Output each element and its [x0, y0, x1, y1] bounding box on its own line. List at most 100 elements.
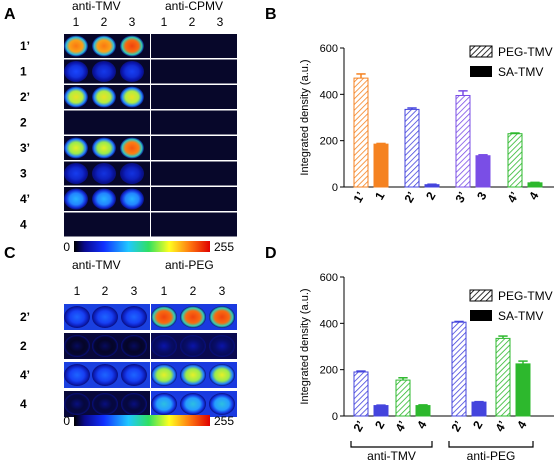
- row-label: 4’: [20, 192, 30, 206]
- bar: [404, 108, 420, 188]
- column-label: 3: [217, 15, 224, 29]
- column-label: 1: [73, 15, 80, 29]
- colorbar-a-max: 255: [214, 240, 234, 254]
- x-tick-label: 4: [526, 189, 542, 202]
- spot: [120, 188, 144, 210]
- spot: [180, 306, 206, 328]
- spot: [64, 306, 90, 328]
- x-tick-label: 4’: [504, 190, 521, 206]
- spot: [180, 364, 206, 386]
- column-label: 3: [219, 284, 226, 298]
- legend-swatch-hatched: [469, 45, 493, 58]
- spot: [151, 364, 177, 386]
- image-strip-right: [151, 136, 237, 160]
- panel-label-a: A: [4, 6, 16, 23]
- column-label: 2: [101, 15, 108, 29]
- group-bracket: [448, 441, 534, 448]
- bar: [395, 379, 411, 417]
- spot: [92, 306, 118, 328]
- bar: [515, 363, 531, 417]
- panel-label-d: D: [265, 245, 277, 262]
- x-tick-label: 3’: [452, 190, 469, 206]
- row-label: 1’: [20, 39, 30, 53]
- image-strip-left: [64, 212, 150, 237]
- bar: [353, 77, 369, 188]
- spot: [180, 393, 206, 415]
- row-label: 2: [20, 339, 27, 353]
- group-label-c-left: anti-TMV: [72, 258, 121, 272]
- column-label: 2: [102, 284, 109, 298]
- spot: [64, 188, 88, 210]
- group-label-a-left: anti-TMV: [72, 0, 121, 13]
- x-tick-label: 4: [514, 418, 530, 431]
- panel-label-b: B: [265, 6, 277, 23]
- x-tick-label: 2: [372, 418, 388, 431]
- spot: [209, 335, 235, 357]
- colorbar-c: [74, 415, 210, 426]
- x-tick-label: 4: [414, 418, 430, 431]
- bar: [451, 321, 467, 417]
- legend-swatch-solid: [470, 310, 492, 321]
- spot: [120, 61, 144, 82]
- spot: [121, 393, 147, 415]
- group-label: anti-PEG: [467, 449, 516, 463]
- spot: [120, 35, 144, 57]
- y-tick-label: 400: [320, 318, 338, 330]
- x-tick-label: 2: [423, 189, 439, 202]
- spot: [121, 364, 147, 386]
- y-tick-label: 600: [320, 272, 338, 284]
- spot: [120, 163, 144, 184]
- y-tick-label: 600: [320, 43, 338, 55]
- legend-label: PEG-TMV: [498, 45, 553, 59]
- y-tick-label: 400: [320, 89, 338, 101]
- image-strip-right: [151, 187, 237, 211]
- legend-label: SA-TMV: [498, 309, 543, 323]
- y-axis-label: Integrated density (a.u.): [299, 59, 311, 175]
- bar: [373, 143, 389, 188]
- y-tick-label: 0: [332, 182, 338, 194]
- spot: [64, 364, 90, 386]
- column-label: 1: [161, 284, 168, 298]
- group-label-c-right: anti-PEG: [165, 258, 214, 272]
- x-tick-label: 2: [470, 418, 486, 431]
- legend-swatch-hatched: [469, 289, 493, 302]
- y-tick-label: 200: [320, 136, 338, 148]
- spot: [92, 393, 118, 415]
- row-label: 1: [20, 65, 27, 79]
- legend-swatch-solid: [470, 66, 492, 77]
- legend-label: SA-TMV: [498, 65, 543, 79]
- spot: [151, 335, 177, 357]
- row-label: 4: [20, 397, 27, 411]
- bar: [424, 184, 440, 188]
- spot: [64, 163, 88, 184]
- y-axis-label: Integrated density (a.u.): [299, 288, 311, 404]
- column-label: 2: [189, 15, 196, 29]
- colorbar-a-min: 0: [63, 240, 70, 254]
- colorbar-c-max: 255: [214, 414, 234, 428]
- bar: [475, 155, 491, 188]
- column-label: 3: [131, 284, 138, 298]
- x-tick-label: 3: [474, 189, 490, 202]
- colorbar-a: [74, 241, 210, 252]
- bar: [495, 337, 511, 417]
- column-label: 1: [161, 15, 168, 29]
- bar: [373, 405, 389, 417]
- spot: [121, 335, 147, 357]
- image-strip-left: [64, 110, 150, 135]
- spot: [64, 61, 88, 82]
- bar: [527, 182, 543, 188]
- spot: [209, 306, 235, 328]
- x-tick-label: 4’: [492, 419, 509, 435]
- row-label: 2’: [20, 90, 30, 104]
- spot: [120, 86, 144, 108]
- spot: [151, 393, 177, 415]
- column-label: 3: [129, 15, 136, 29]
- x-tick-label: 2’: [350, 419, 367, 435]
- spot: [64, 137, 88, 159]
- image-strip-right: [151, 161, 237, 186]
- spot: [64, 86, 88, 108]
- x-tick-label: 2’: [448, 419, 465, 435]
- group-label-a-right: anti-CPMV: [165, 0, 223, 13]
- column-label: 2: [190, 284, 197, 298]
